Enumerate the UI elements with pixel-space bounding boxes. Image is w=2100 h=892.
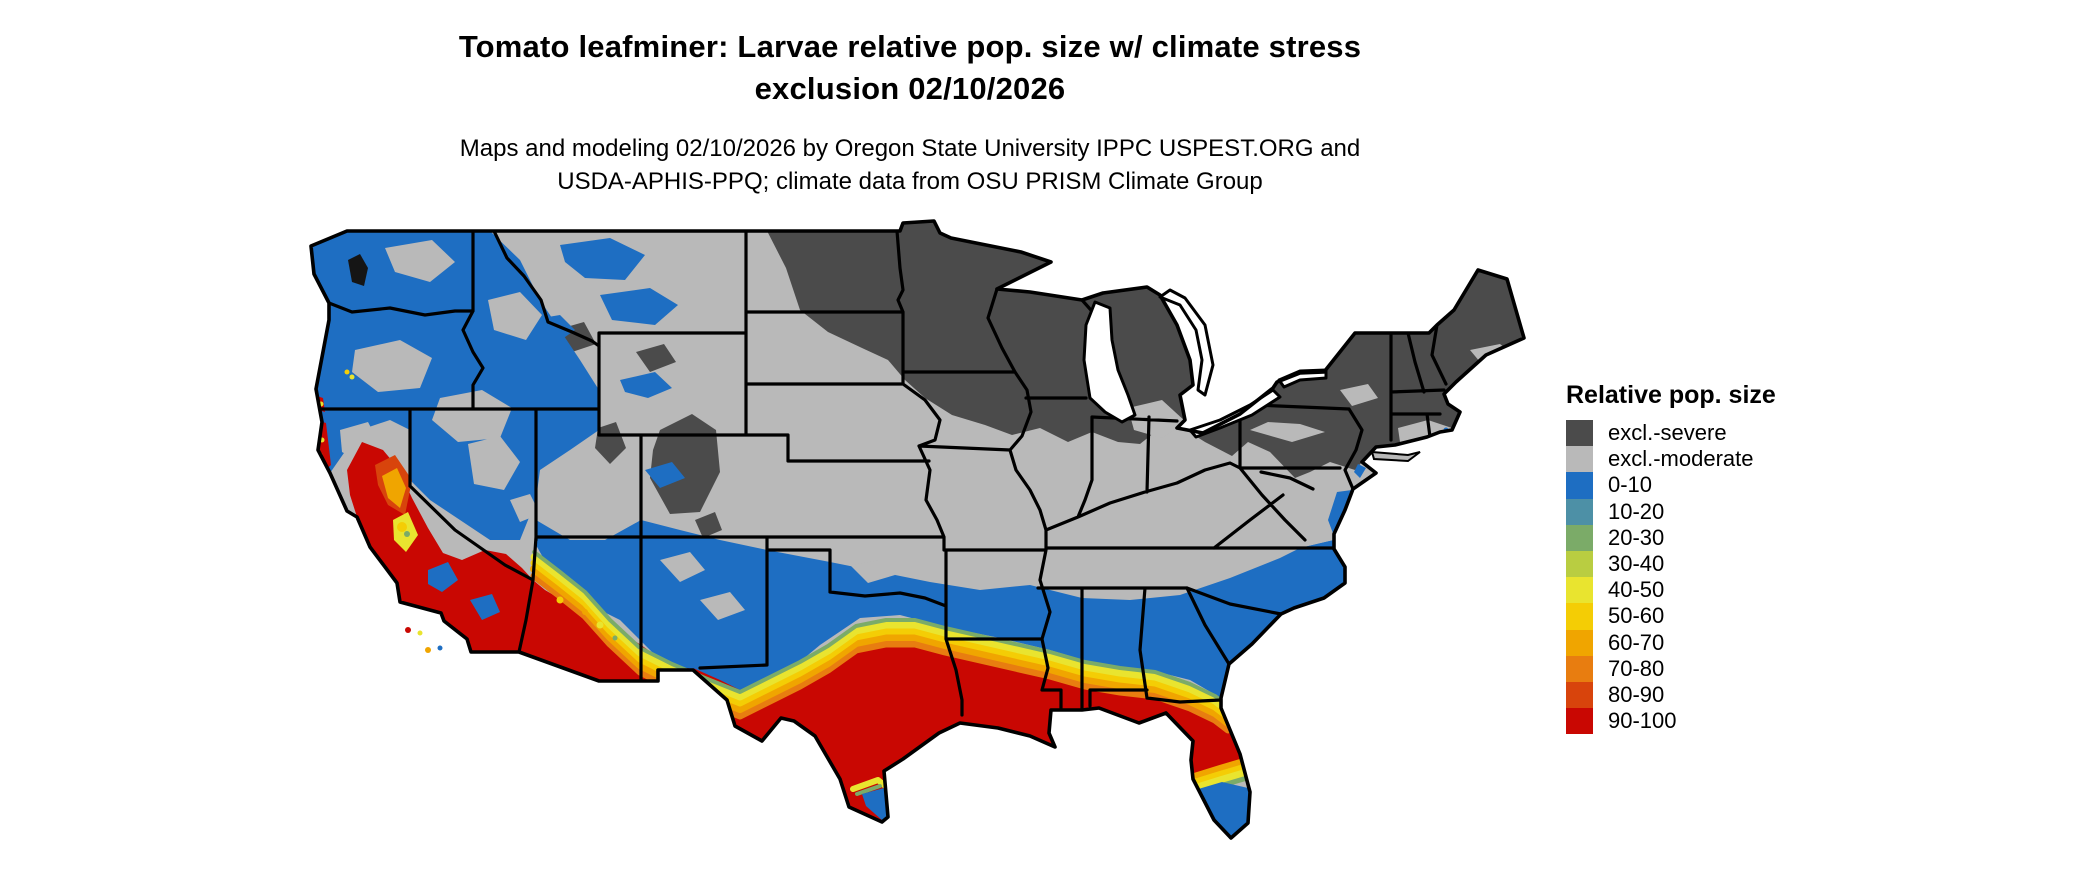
region-gray-patches-south: [660, 552, 895, 620]
legend-label-b80: 80-90: [1608, 681, 1665, 707]
lake-huron: [1158, 288, 1215, 397]
legend-title: Relative pop. size: [1566, 381, 1776, 409]
legend-item-b40: 40-50: [1566, 577, 1776, 604]
legend-item-b80: 80-90: [1566, 681, 1776, 709]
legend: Relative pop. size excl.-severe excl.-mod…: [1566, 381, 1776, 735]
legend-item-b0: 0-10: [1566, 472, 1776, 499]
map-title-line1: Tomato leafminer: Larvae relative pop. s…: [458, 29, 1362, 64]
legend-swatch-b10: [1566, 498, 1593, 525]
legend-label-b0: 0-10: [1608, 472, 1653, 498]
legend-swatch-b70: [1566, 655, 1593, 682]
legend-swatch-b60: [1566, 629, 1593, 656]
legend-label-b20: 20-30: [1608, 524, 1665, 550]
legend-item-b50: 50-60: [1566, 603, 1776, 630]
legend-label-b30: 30-40: [1608, 551, 1665, 577]
legend-swatch-b40: [1566, 577, 1593, 604]
state-borders: [315, 229, 1448, 717]
legend-item-b10: 10-20: [1566, 498, 1776, 525]
legend-label-b50: 50-60: [1608, 603, 1665, 629]
lake-ontario: [1277, 368, 1328, 389]
legend-swatch-b30: [1566, 550, 1593, 578]
legend-item-b60: 60-70: [1566, 629, 1776, 656]
puget-sound: [348, 254, 368, 286]
legend-swatch-b0: [1566, 472, 1593, 499]
legend-item-b70: 70-80: [1566, 655, 1776, 682]
region-moderate-patches: [1128, 344, 1510, 442]
title-block: Tomato leafminer: Larvae relative pop. s…: [260, 0, 1560, 198]
legend-swatch-b80: [1566, 681, 1593, 709]
lake-michigan: [1082, 300, 1137, 424]
legend-item-b90: 90-100: [1566, 708, 1776, 735]
legend-label-b40: 40-50: [1608, 577, 1665, 603]
map-subtitle-line1: Maps and modeling 02/10/2026 by Oregon S…: [459, 135, 1361, 162]
transition-band: [530, 550, 1232, 734]
legend-item-mod: excl.-moderate: [1566, 446, 1776, 473]
region-blue-patches-north: [530, 238, 685, 488]
great-lakes: [1082, 288, 1328, 439]
florida-transition: [1187, 757, 1251, 838]
map-subtitle-line2: USDA-APHIS-PPQ; climate data from OSU PR…: [557, 168, 1263, 195]
legend-item-b30: 30-40: [1566, 550, 1776, 578]
long-island: [1370, 450, 1421, 463]
region-blue-south-band: [536, 520, 1345, 698]
legend-items: excl.-severe excl.-moderate 0-10 10-20 20-30…: [1566, 420, 1776, 735]
legend-swatch-b20: [1566, 524, 1593, 551]
legend-item-b20: 20-30: [1566, 524, 1776, 551]
legend-label-b90: 90-100: [1608, 708, 1677, 734]
legend-swatch-b50: [1566, 603, 1593, 630]
legend-item-sev: excl.-severe: [1566, 420, 1776, 447]
legend-label-b70: 70-80: [1608, 655, 1665, 681]
map-title-line2: exclusion 02/10/2026: [754, 71, 1066, 106]
us-outline: [309, 219, 1526, 840]
legend-swatch-mod: [1566, 446, 1593, 473]
legend-swatch-sev: [1566, 420, 1593, 447]
legend-label-b10: 10-20: [1608, 498, 1665, 524]
legend-swatch-b90: [1566, 708, 1593, 735]
map-fill-layers: [311, 221, 1524, 838]
region-blue-midatlantic-coast: [1300, 464, 1366, 560]
legend-label-mod: excl.-moderate: [1608, 446, 1754, 472]
legend-label-b60: 60-70: [1608, 629, 1665, 655]
region-gray-patches-west: [340, 240, 542, 522]
legend-label-sev: excl.-severe: [1608, 420, 1727, 446]
channel-islands: [405, 627, 443, 653]
